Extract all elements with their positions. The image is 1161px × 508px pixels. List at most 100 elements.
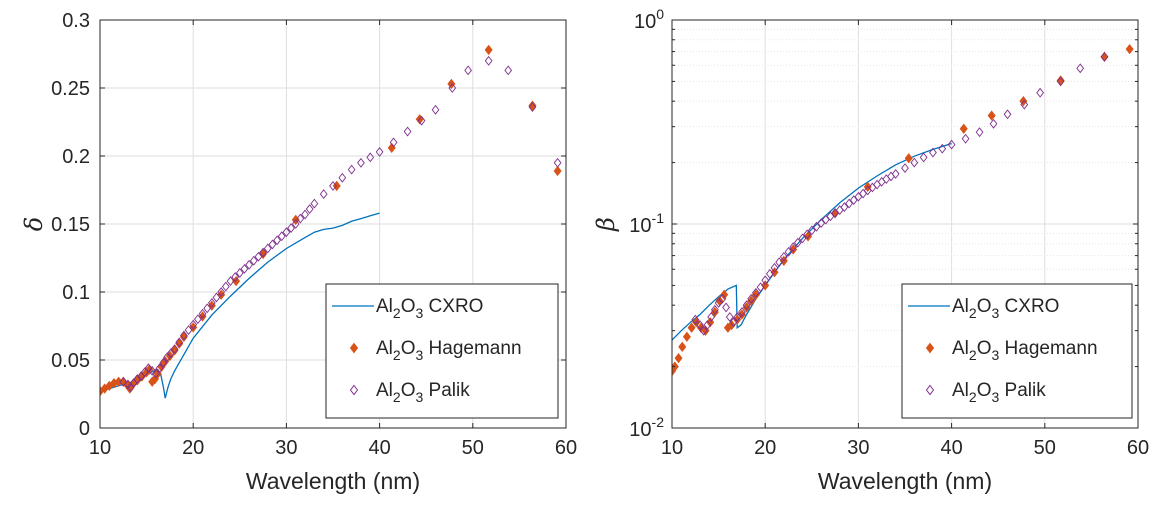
legend-marker bbox=[925, 384, 935, 396]
legend-item: Al2O3 Palik bbox=[925, 380, 1046, 405]
data-point bbox=[553, 157, 562, 168]
x-tick-label: 20 bbox=[754, 437, 776, 459]
data-point bbox=[273, 235, 281, 246]
data-point bbox=[710, 304, 719, 315]
data-point bbox=[891, 168, 900, 179]
y-tick-base: 10 bbox=[629, 215, 651, 237]
data-point bbox=[198, 308, 207, 319]
data-point bbox=[779, 251, 788, 262]
legend-label-part: Al bbox=[952, 380, 969, 401]
data-point bbox=[366, 152, 375, 163]
legend-label: Al2O3 CXRO bbox=[952, 296, 1059, 321]
legend-label-subscript: 3 bbox=[415, 389, 423, 405]
y-tick-label: 0.3 bbox=[62, 10, 90, 32]
y-tick-exponent: -2 bbox=[652, 414, 665, 430]
data-point bbox=[277, 231, 286, 242]
data-point bbox=[987, 110, 996, 121]
data-point bbox=[389, 137, 398, 148]
data-point bbox=[170, 344, 179, 355]
x-tick-label: 50 bbox=[1034, 437, 1056, 459]
data-point bbox=[175, 338, 184, 349]
data-point bbox=[747, 293, 756, 304]
x-axis-label: Wavelength (nm) bbox=[818, 468, 992, 494]
data-point bbox=[155, 363, 164, 374]
data-point bbox=[553, 165, 562, 177]
data-point bbox=[231, 272, 240, 282]
data-point bbox=[682, 331, 691, 342]
data-point bbox=[738, 307, 746, 318]
y-tick-exponent: -1 bbox=[652, 210, 665, 226]
legend-label-subscript: 3 bbox=[991, 389, 999, 405]
data-point bbox=[1020, 99, 1029, 110]
data-point bbox=[207, 297, 216, 308]
y-tick-exponent: 0 bbox=[656, 6, 664, 22]
data-point bbox=[703, 320, 712, 330]
data-point bbox=[464, 65, 473, 76]
data-point bbox=[1076, 63, 1085, 74]
x-tick-label: 40 bbox=[940, 437, 962, 459]
data-point bbox=[707, 312, 716, 322]
y-tick-label: 10-1 bbox=[629, 210, 664, 237]
series-open-diamond bbox=[119, 55, 562, 393]
legend-item: Al2O3 Palik bbox=[349, 380, 470, 405]
data-point bbox=[305, 204, 314, 214]
data-point bbox=[217, 287, 226, 297]
legend-label-part: O bbox=[401, 380, 416, 401]
y-tick-label: 100 bbox=[634, 6, 664, 33]
data-point bbox=[910, 157, 919, 168]
data-point bbox=[528, 100, 537, 111]
legend-label-part: Al bbox=[376, 338, 393, 359]
data-point bbox=[938, 143, 947, 154]
x-tick-label: 50 bbox=[462, 437, 484, 459]
data-point bbox=[756, 282, 765, 293]
data-point bbox=[431, 104, 440, 115]
data-point bbox=[249, 255, 258, 266]
data-point bbox=[1036, 87, 1045, 98]
legend-marker bbox=[349, 342, 359, 354]
legend-label-part: Al bbox=[376, 380, 393, 401]
data-point bbox=[798, 233, 807, 244]
data-point bbox=[696, 320, 704, 330]
legend-label-subscript: 2 bbox=[393, 305, 401, 321]
data-point bbox=[722, 302, 730, 313]
data-point bbox=[245, 259, 253, 270]
data-point bbox=[319, 189, 328, 200]
data-point bbox=[175, 337, 184, 348]
legend-label: Al2O3 CXRO bbox=[376, 296, 483, 321]
data-point bbox=[720, 289, 729, 300]
data-point bbox=[240, 263, 249, 274]
data-point bbox=[1100, 51, 1109, 62]
y-tick-label: 0.05 bbox=[51, 350, 90, 372]
legend-label-part: O bbox=[977, 296, 992, 317]
data-point bbox=[170, 345, 179, 356]
data-point bbox=[268, 239, 277, 250]
data-point bbox=[975, 127, 984, 138]
data-point bbox=[803, 229, 812, 240]
legend-label-part: O bbox=[401, 338, 416, 359]
data-point bbox=[287, 223, 295, 234]
y-tick-label: 0.25 bbox=[51, 78, 90, 100]
y-tick-label: 0 bbox=[79, 418, 90, 440]
x-tick-label: 20 bbox=[182, 437, 204, 459]
data-point bbox=[263, 243, 272, 254]
data-point bbox=[448, 83, 457, 93]
data-point bbox=[770, 262, 779, 273]
data-point bbox=[254, 251, 263, 262]
legend-label-subscript: 2 bbox=[393, 347, 401, 363]
data-point bbox=[301, 209, 309, 220]
data-point bbox=[259, 247, 267, 258]
legend-item: Al2O3 CXRO bbox=[908, 296, 1059, 321]
data-point bbox=[144, 363, 153, 374]
data-point bbox=[235, 268, 244, 278]
legend-label-subscript: 2 bbox=[969, 305, 977, 321]
legend-label-part: O bbox=[977, 380, 992, 401]
data-point bbox=[687, 322, 696, 333]
legend-marker bbox=[349, 384, 359, 396]
legend-label-part: O bbox=[977, 338, 992, 359]
legend-label-subscript: 3 bbox=[991, 347, 999, 363]
data-point bbox=[528, 102, 537, 112]
legend-item: Al2O3 Hagemann bbox=[925, 338, 1098, 363]
data-point bbox=[765, 268, 774, 279]
data-point bbox=[296, 213, 305, 224]
series-group bbox=[100, 44, 562, 399]
